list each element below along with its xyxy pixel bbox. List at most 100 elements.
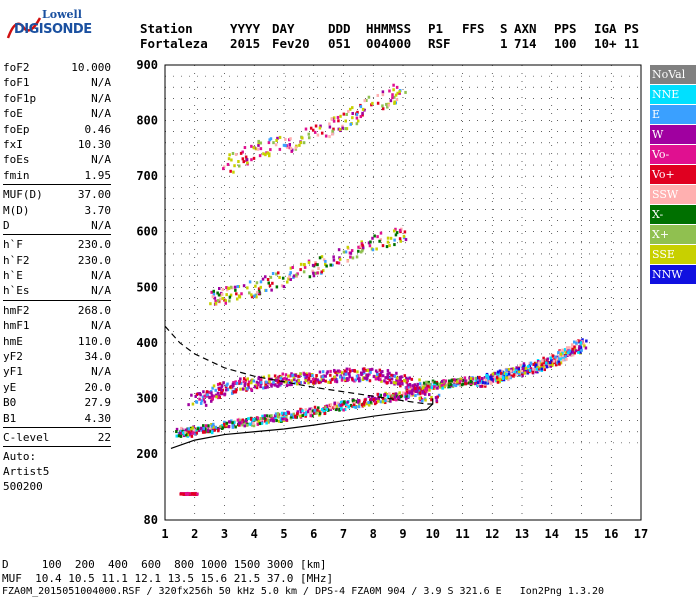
data-point [247,417,250,421]
data-point [201,395,205,399]
data-point [354,405,357,409]
data-point [562,358,565,362]
data-point [291,265,294,269]
data-point [243,383,247,387]
data-point [343,407,347,411]
data-point [266,151,269,155]
data-point [251,378,254,382]
data-point [319,124,322,128]
data-point [318,412,322,416]
data-point [371,101,374,105]
param-value: 34.0 [84,350,112,364]
data-point [196,492,199,496]
data-point [394,227,397,231]
data-point [304,379,308,383]
data-point [324,379,327,383]
data-point [195,393,199,397]
data-point [379,400,383,404]
data-point [481,384,484,388]
data-point [219,386,222,390]
param-value: 230.0 [77,253,111,267]
data-point [194,394,197,398]
data-point [383,401,387,405]
data-point [288,275,291,279]
data-point [355,122,359,126]
data-point [225,423,228,427]
data-point [246,377,249,381]
data-point [278,383,281,387]
data-point [187,430,190,434]
data-point [435,399,438,403]
y-tick-label: 700 [136,169,158,183]
data-point [259,385,262,389]
data-point [388,392,391,396]
data-point [398,237,402,241]
data-point [333,401,336,405]
data-point [264,288,268,292]
data-point [307,377,311,381]
data-point [278,275,281,279]
data-point [440,379,444,383]
data-point [281,276,285,280]
data-point [329,406,332,410]
data-point [241,157,245,161]
data-point [332,127,335,131]
data-point [359,244,363,248]
data-point [252,421,255,425]
data-point [367,403,371,407]
data-point [491,372,495,376]
header-label: S [500,21,508,36]
data-point [214,425,218,429]
data-point [406,379,410,383]
data-point [363,376,366,380]
param-row: h`F2 230.0 [3,253,111,268]
data-point [452,383,456,387]
data-point [436,382,439,386]
data-point [191,431,195,435]
data-point [390,377,394,381]
data-point [313,130,317,134]
data-point [331,131,334,135]
data-point [309,374,313,378]
param-name: fmin [3,168,30,182]
data-point [509,369,513,373]
data-point [386,369,390,373]
data-point [218,388,221,392]
data-point [339,375,342,379]
data-point [412,386,416,390]
data-point [225,383,228,387]
data-point [479,380,482,384]
data-point [585,339,588,343]
data-point [222,381,225,385]
data-point [230,391,234,395]
data-point [347,405,351,409]
data-point [280,284,284,288]
data-point [235,297,239,301]
data-point [222,167,225,171]
data-point [500,374,504,378]
data-point [281,372,285,376]
data-point [343,369,347,373]
data-point [489,381,493,385]
data-point [356,119,360,123]
data-point [311,377,315,381]
data-point [194,432,197,436]
data-point [235,292,238,296]
data-point [268,152,271,156]
data-point [217,429,220,433]
data-point [290,372,293,376]
x-tick-label: 9 [399,527,406,541]
data-point [267,141,271,145]
data-point [337,403,341,407]
logo-digisonde: DIGISONDE [14,22,92,37]
data-point [217,396,220,400]
data-point [344,250,348,254]
y-tick-label: 300 [136,391,158,405]
data-point [214,301,218,305]
param-value: N/A [91,153,111,167]
data-point [254,293,258,297]
data-point [522,369,526,373]
data-point [466,379,469,383]
data-point [520,372,524,376]
data-point [357,249,360,253]
